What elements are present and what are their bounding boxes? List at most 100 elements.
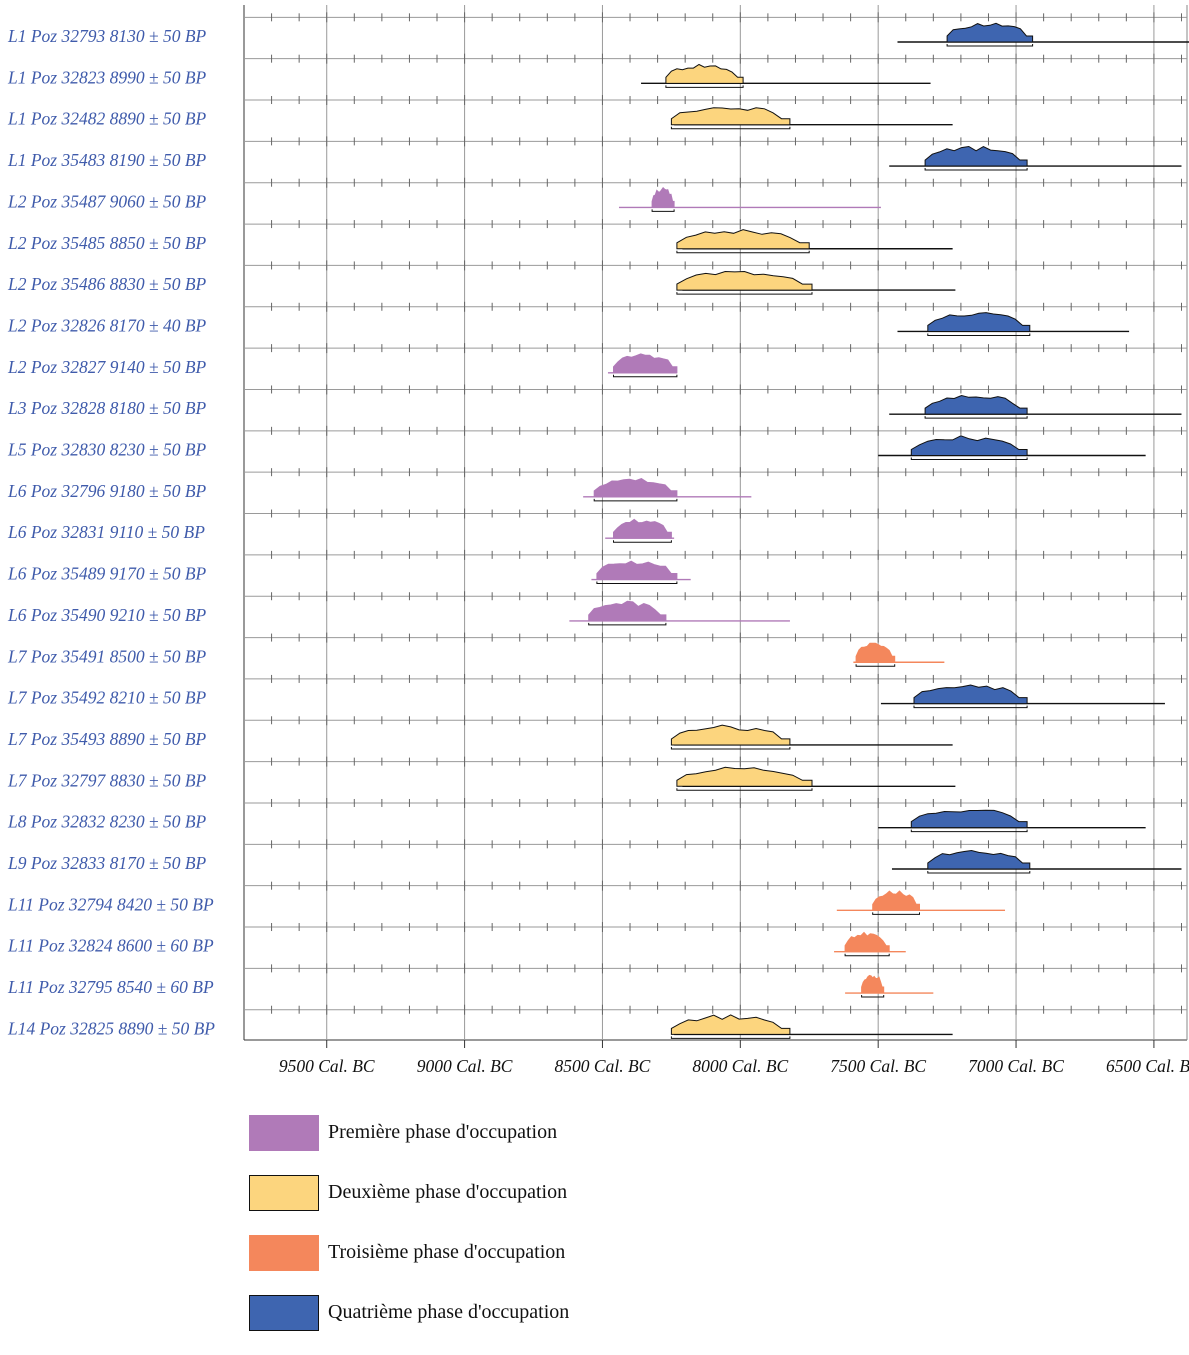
probability-distribution — [924, 145, 1028, 167]
probability-distribution — [913, 684, 1028, 705]
legend-swatch — [249, 1295, 319, 1331]
legend-label: Troisième phase d'occupation — [328, 1241, 566, 1263]
x-tick-label: 8000 Cal. BC — [692, 1056, 788, 1076]
probability-distribution — [676, 229, 810, 250]
legend-swatch — [249, 1175, 319, 1211]
row-label: L14 Poz 32825 8890 ± 50 BP — [7, 1018, 215, 1038]
hpd-bracket — [924, 416, 1028, 419]
row-labels: L1 Poz 32793 8130 ± 50 BP L1 Poz 32823 89… — [7, 26, 215, 1038]
hpd-bracket — [670, 1036, 791, 1039]
row-label: L2 Poz 35485 8850 ± 50 BP — [7, 233, 207, 253]
row-label: L3 Poz 32828 8180 ± 50 BP — [7, 398, 207, 418]
legend-label: Première phase d'occupation — [328, 1121, 558, 1143]
radiocarbon-chart: L1 Poz 32793 8130 ± 50 BP L1 Poz 32823 89… — [7, 5, 1189, 1076]
row-label: L1 Poz 32823 8990 ± 50 BP — [7, 67, 207, 87]
row-label: L7 Poz 35493 8890 ± 50 BP — [7, 729, 207, 749]
hpd-bracket — [670, 746, 791, 750]
distributions — [569, 22, 1189, 1039]
row-label: L7 Poz 32797 8830 ± 50 BP — [7, 770, 207, 790]
x-tick-label: 7500 Cal. BC — [830, 1056, 926, 1076]
row-label: L2 Poz 32827 9140 ± 50 BP — [7, 357, 207, 377]
probability-distribution — [910, 809, 1028, 829]
probability-distribution — [665, 63, 744, 84]
plot-frame — [243, 5, 1188, 1041]
hpd-bracket — [588, 622, 667, 626]
row-label: L5 Poz 32830 8230 ± 50 BP — [7, 440, 207, 460]
row-label: L7 Poz 35491 8500 ± 50 BP — [7, 646, 207, 666]
hpd-bracket — [676, 250, 810, 254]
row-label: L11 Poz 32794 8420 ± 50 BP — [7, 894, 214, 914]
hpd-bracket — [861, 995, 885, 998]
row-label: L11 Poz 32824 8600 ± 60 BP — [7, 936, 214, 956]
probability-distribution — [588, 600, 667, 622]
probability-distribution — [861, 974, 885, 994]
hpd-bracket — [924, 168, 1028, 171]
grid — [244, 5, 1187, 1040]
row-label: L6 Poz 35490 9210 ± 50 BP — [7, 605, 207, 625]
legend-label: Deuxième phase d'occupation — [328, 1181, 568, 1203]
probability-distribution — [613, 518, 672, 539]
probability-distribution — [844, 931, 890, 953]
legend: Première phase d'occupation Deuxième phas… — [249, 1115, 849, 1355]
hpd-bracket — [670, 126, 791, 130]
row-label: L6 Poz 32831 9110 ± 50 BP — [7, 522, 205, 542]
x-axis: 9500 Cal. BC 9000 Cal. BC 8500 Cal. BC 8000… — [279, 1040, 1189, 1076]
legend-item: Deuxième phase d'occupation — [249, 1175, 849, 1235]
x-tick-label: 7000 Cal. BC — [968, 1056, 1064, 1076]
probability-distribution — [946, 22, 1034, 43]
row-label: L11 Poz 32795 8540 ± 60 BP — [7, 977, 214, 997]
hpd-bracket — [844, 953, 890, 957]
probability-distribution — [676, 766, 813, 787]
row-label: L2 Poz 35487 9060 ± 50 BP — [7, 191, 207, 211]
legend-swatch — [249, 1115, 319, 1151]
probability-distribution — [596, 560, 678, 581]
row-label: L1 Poz 35483 8190 ± 50 BP — [7, 150, 207, 170]
probability-distribution — [910, 435, 1028, 456]
probability-distribution — [670, 724, 791, 746]
hpd-bracket — [613, 540, 672, 543]
probability-distribution — [924, 394, 1028, 415]
legend-swatch — [249, 1235, 319, 1271]
hpd-bracket — [676, 788, 813, 791]
hpd-bracket — [927, 871, 1031, 874]
row-label: L1 Poz 32482 8890 ± 50 BP — [7, 109, 207, 129]
hpd-bracket — [613, 374, 678, 378]
hpd-bracket — [651, 209, 675, 212]
probability-distribution — [651, 187, 675, 208]
hpd-bracket — [676, 292, 813, 295]
x-tick-label: 9000 Cal. BC — [417, 1056, 513, 1076]
hpd-bracket — [855, 664, 896, 667]
hpd-bracket — [946, 44, 1034, 47]
hpd-bracket — [593, 498, 678, 502]
hpd-bracket — [913, 705, 1028, 709]
hpd-bracket — [665, 85, 744, 88]
probability-distribution — [927, 312, 1031, 332]
hpd-bracket — [927, 333, 1031, 336]
probability-distribution — [670, 107, 791, 126]
probability-distribution — [670, 1014, 791, 1035]
legend-label: Quatrième phase d'occupation — [328, 1301, 570, 1323]
row-label: L1 Poz 32793 8130 ± 50 BP — [7, 26, 207, 46]
legend-item: Quatrième phase d'occupation — [249, 1295, 849, 1355]
x-tick-label: 9500 Cal. BC — [279, 1056, 375, 1076]
x-tick-label: 6500 Cal. BC — [1106, 1056, 1189, 1076]
row-label: L6 Poz 32796 9180 ± 50 BP — [7, 481, 207, 501]
probability-distribution — [593, 477, 678, 498]
probability-distribution — [927, 849, 1031, 870]
row-label: L8 Poz 32832 8230 ± 50 BP — [7, 812, 207, 832]
hpd-bracket — [910, 457, 1028, 460]
row-label: L7 Poz 35492 8210 ± 50 BP — [7, 688, 207, 708]
hpd-bracket — [596, 581, 678, 585]
row-label: L2 Poz 35486 8830 ± 50 BP — [7, 274, 207, 294]
probability-distribution — [855, 642, 896, 663]
row-label: L2 Poz 32826 8170 ± 40 BP — [7, 315, 207, 335]
row-label: L9 Poz 32833 8170 ± 50 BP — [7, 853, 207, 873]
probability-distribution — [872, 890, 920, 911]
legend-item: Première phase d'occupation — [249, 1115, 849, 1175]
hpd-bracket — [872, 912, 920, 915]
probability-distribution — [676, 270, 813, 291]
x-tick-label: 8500 Cal. BC — [555, 1056, 651, 1076]
row-label: L6 Poz 35489 9170 ± 50 BP — [7, 564, 207, 584]
legend-item: Troisième phase d'occupation — [249, 1235, 849, 1295]
hpd-bracket — [910, 829, 1028, 833]
